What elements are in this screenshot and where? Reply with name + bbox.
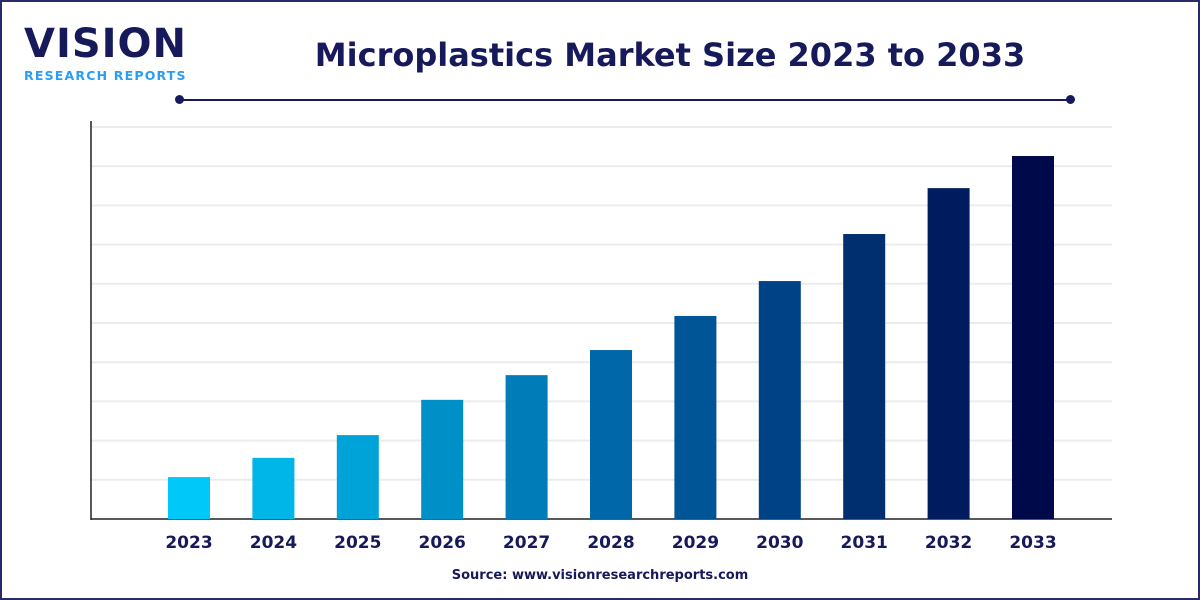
source-note: Source: www.visionresearchreports.com [451, 568, 749, 583]
bar-2031 [843, 234, 886, 520]
bar-2024 [252, 457, 295, 519]
bar-2032 [927, 188, 970, 520]
x-tick-label: 2032 [925, 533, 972, 553]
x-tick-label: 2033 [1009, 533, 1056, 553]
title-underline [179, 99, 1071, 101]
x-tick-label: 2024 [250, 533, 297, 553]
logo: VISION RESEARCH REPORTS [24, 24, 187, 83]
x-tick-label: 2029 [672, 533, 719, 553]
x-tick-label: 2030 [756, 533, 803, 553]
bar-2028 [590, 350, 632, 519]
x-tick-label: 2026 [419, 533, 466, 553]
x-tick-label: 2028 [587, 533, 634, 553]
bar-2030 [758, 281, 801, 519]
bar-2029 [674, 315, 717, 519]
logo-main-text: VISION [24, 21, 188, 67]
x-tick-label: 2027 [503, 533, 550, 553]
x-tick-label: 2023 [165, 533, 212, 553]
underline-dot-right [1066, 95, 1075, 104]
bar-2025 [336, 435, 379, 519]
bar-2023 [168, 477, 210, 519]
chart-title: Microplastics Market Size 2023 to 2033 [314, 36, 1026, 74]
x-tick-label: 2031 [841, 533, 888, 553]
bar-2026 [421, 399, 464, 519]
logo-sub-text: RESEARCH REPORTS [24, 68, 187, 83]
x-tick-label: 2025 [334, 533, 381, 553]
bar-2033 [1012, 156, 1054, 519]
underline-dot-left [175, 95, 184, 104]
bar-2027 [505, 375, 548, 519]
